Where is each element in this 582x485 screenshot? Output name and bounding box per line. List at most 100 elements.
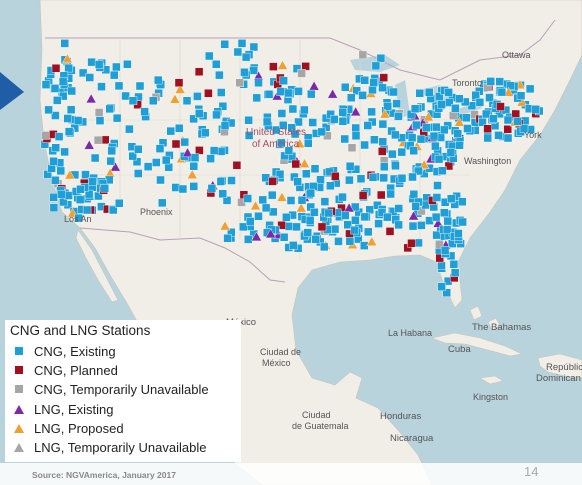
station-marker: [383, 212, 392, 222]
station-marker: [292, 222, 301, 232]
station-marker: [351, 131, 361, 141]
station-marker: [305, 215, 315, 225]
station-marker: [433, 181, 442, 190]
station-marker: [276, 191, 288, 202]
station-marker: [49, 203, 59, 212]
station-marker: [189, 182, 199, 191]
station-marker: [279, 232, 289, 242]
station-marker: [449, 260, 459, 269]
slide-arrow: [0, 72, 24, 110]
station-marker: [268, 190, 277, 200]
station-marker: [205, 51, 214, 61]
station-marker: [378, 83, 387, 92]
station-marker: [489, 114, 498, 124]
station-marker: [193, 92, 202, 101]
station-marker: [217, 88, 226, 97]
station-marker: [88, 177, 97, 186]
station-marker: [391, 161, 400, 171]
station-marker: [227, 176, 236, 185]
station-marker: [215, 70, 224, 80]
station-marker: [51, 111, 60, 120]
station-marker: [174, 78, 184, 87]
station-marker: [84, 189, 94, 199]
station-marker: [76, 184, 85, 194]
station-marker: [220, 121, 230, 130]
station-marker: [483, 124, 492, 133]
station-marker: [60, 39, 69, 48]
station-marker: [134, 145, 143, 154]
station-marker: [374, 219, 383, 228]
station-marker: [53, 96, 62, 105]
station-marker: [57, 190, 66, 199]
station-marker: [409, 146, 418, 156]
station-marker: [531, 105, 540, 114]
station-marker: [391, 130, 400, 140]
station-marker: [389, 87, 398, 97]
station-marker: [506, 81, 515, 90]
station-marker: [85, 93, 97, 104]
station-marker: [442, 225, 452, 234]
station-marker: [386, 189, 395, 199]
station-marker: [219, 220, 231, 231]
station-marker: [494, 131, 503, 140]
station-marker: [252, 93, 261, 103]
station-marker: [360, 212, 370, 222]
station-marker: [331, 172, 340, 181]
station-marker: [114, 81, 124, 91]
country-label: Dominican: [536, 373, 581, 384]
station-marker: [241, 52, 251, 62]
station-marker: [73, 116, 83, 125]
country-label: México: [226, 317, 256, 328]
station-marker: [458, 197, 467, 206]
station-marker: [284, 88, 293, 98]
station-marker: [345, 161, 355, 171]
station-marker: [397, 147, 406, 157]
station-marker: [235, 78, 244, 88]
station-marker: [83, 139, 95, 150]
station-marker: [519, 124, 529, 133]
station-marker: [135, 81, 145, 91]
station-marker: [105, 104, 115, 114]
station-marker: [394, 220, 403, 230]
station-marker: [368, 85, 377, 95]
station-marker: [446, 148, 456, 157]
station-marker: [251, 231, 262, 242]
island: [479, 375, 504, 385]
station-marker: [174, 84, 186, 94]
station-marker: [425, 88, 434, 97]
station-marker: [303, 228, 312, 237]
station-marker: [478, 118, 487, 127]
station-marker: [422, 123, 431, 132]
station-marker: [358, 50, 368, 60]
station-marker: [437, 100, 446, 109]
station-marker: [158, 198, 167, 208]
station-marker: [516, 91, 526, 101]
station-marker: [442, 288, 451, 297]
station-marker: [412, 120, 421, 130]
station-marker: [282, 213, 291, 222]
station-marker: [410, 104, 420, 114]
station-marker: [110, 161, 121, 172]
station-marker: [264, 90, 274, 99]
station-marker: [133, 169, 143, 178]
legend-label: CNG, Temporarily Unavailable: [34, 382, 209, 397]
station-marker: [388, 149, 397, 159]
station-marker: [169, 93, 181, 104]
station-marker: [350, 106, 362, 117]
station-marker: [97, 82, 106, 91]
station-marker: [284, 146, 294, 155]
station-marker: [463, 124, 472, 133]
station-marker: [438, 166, 447, 175]
station-marker: [317, 222, 327, 232]
station-marker: [216, 177, 226, 186]
island: [430, 332, 523, 357]
station-marker: [121, 91, 130, 101]
station-marker: [327, 88, 338, 99]
station-marker: [316, 175, 325, 184]
city-label: Ciudad de: [260, 347, 301, 357]
station-marker: [244, 131, 254, 140]
station-marker: [310, 164, 320, 174]
station-marker: [95, 116, 105, 125]
station-marker: [432, 230, 441, 240]
station-marker: [307, 89, 316, 99]
